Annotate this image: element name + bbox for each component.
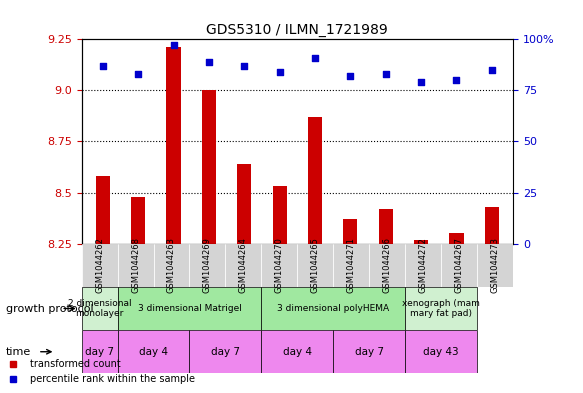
Point	[416, 79, 426, 85]
Text: GSM1044266: GSM1044266	[382, 237, 392, 293]
Point	[275, 69, 285, 75]
Text: GSM1044262: GSM1044262	[95, 237, 104, 293]
Text: GSM1044270: GSM1044270	[275, 237, 284, 293]
FancyBboxPatch shape	[189, 244, 226, 287]
FancyBboxPatch shape	[261, 330, 333, 373]
FancyBboxPatch shape	[405, 244, 441, 287]
Text: 2 dimensional
monolayer: 2 dimensional monolayer	[68, 299, 131, 318]
FancyBboxPatch shape	[261, 244, 297, 287]
Text: GSM1044273: GSM1044273	[490, 237, 500, 293]
Text: day 43: day 43	[423, 347, 459, 357]
FancyBboxPatch shape	[189, 330, 261, 373]
Bar	[131, 196, 145, 244]
FancyBboxPatch shape	[405, 287, 477, 330]
Text: GSM1044264: GSM1044264	[239, 237, 248, 293]
Text: GSM1044271: GSM1044271	[347, 237, 356, 293]
Point	[452, 77, 461, 83]
Point	[487, 67, 497, 73]
Text: time: time	[6, 347, 31, 357]
Point	[204, 59, 213, 65]
Text: day 7: day 7	[85, 347, 114, 357]
Bar	[167, 48, 181, 244]
FancyBboxPatch shape	[477, 244, 513, 287]
FancyBboxPatch shape	[118, 330, 189, 373]
Bar	[237, 164, 251, 244]
Text: GSM1044272: GSM1044272	[419, 237, 428, 293]
Legend: transformed count, percentile rank within the sample: transformed count, percentile rank withi…	[0, 356, 199, 388]
Bar	[96, 176, 110, 244]
Bar	[308, 117, 322, 244]
Point	[169, 42, 178, 49]
Text: day 4: day 4	[283, 347, 312, 357]
Point	[346, 73, 355, 79]
Text: GSM1044263: GSM1044263	[167, 237, 176, 293]
Text: GSM1044265: GSM1044265	[311, 237, 320, 293]
FancyBboxPatch shape	[369, 244, 405, 287]
FancyBboxPatch shape	[82, 244, 118, 287]
Title: GDS5310 / ILMN_1721989: GDS5310 / ILMN_1721989	[206, 23, 388, 37]
Bar	[449, 233, 463, 244]
Text: GSM1044267: GSM1044267	[455, 237, 463, 293]
FancyBboxPatch shape	[118, 244, 153, 287]
Point	[310, 55, 319, 61]
FancyBboxPatch shape	[153, 244, 189, 287]
FancyBboxPatch shape	[333, 244, 369, 287]
Point	[98, 63, 107, 69]
Bar	[379, 209, 393, 244]
Text: GSM1044269: GSM1044269	[203, 237, 212, 293]
FancyBboxPatch shape	[82, 330, 118, 373]
Bar	[273, 186, 287, 244]
Point	[134, 71, 143, 77]
Bar	[343, 219, 357, 244]
Point	[381, 71, 391, 77]
Text: GSM1044268: GSM1044268	[131, 237, 140, 293]
FancyBboxPatch shape	[297, 244, 333, 287]
FancyBboxPatch shape	[441, 244, 477, 287]
Text: day 4: day 4	[139, 347, 168, 357]
FancyBboxPatch shape	[333, 330, 405, 373]
Bar	[484, 207, 499, 244]
Bar	[414, 240, 428, 244]
Text: 3 dimensional Matrigel: 3 dimensional Matrigel	[138, 304, 241, 313]
Text: 3 dimensional polyHEMA: 3 dimensional polyHEMA	[278, 304, 389, 313]
FancyBboxPatch shape	[82, 287, 118, 330]
Text: day 7: day 7	[211, 347, 240, 357]
FancyBboxPatch shape	[405, 330, 477, 373]
Point	[240, 63, 249, 69]
Text: day 7: day 7	[354, 347, 384, 357]
Bar	[202, 90, 216, 244]
FancyBboxPatch shape	[261, 287, 405, 330]
Text: growth protocol: growth protocol	[6, 303, 93, 314]
FancyBboxPatch shape	[118, 287, 261, 330]
FancyBboxPatch shape	[226, 244, 261, 287]
Text: xenograph (mam
mary fat pad): xenograph (mam mary fat pad)	[402, 299, 480, 318]
